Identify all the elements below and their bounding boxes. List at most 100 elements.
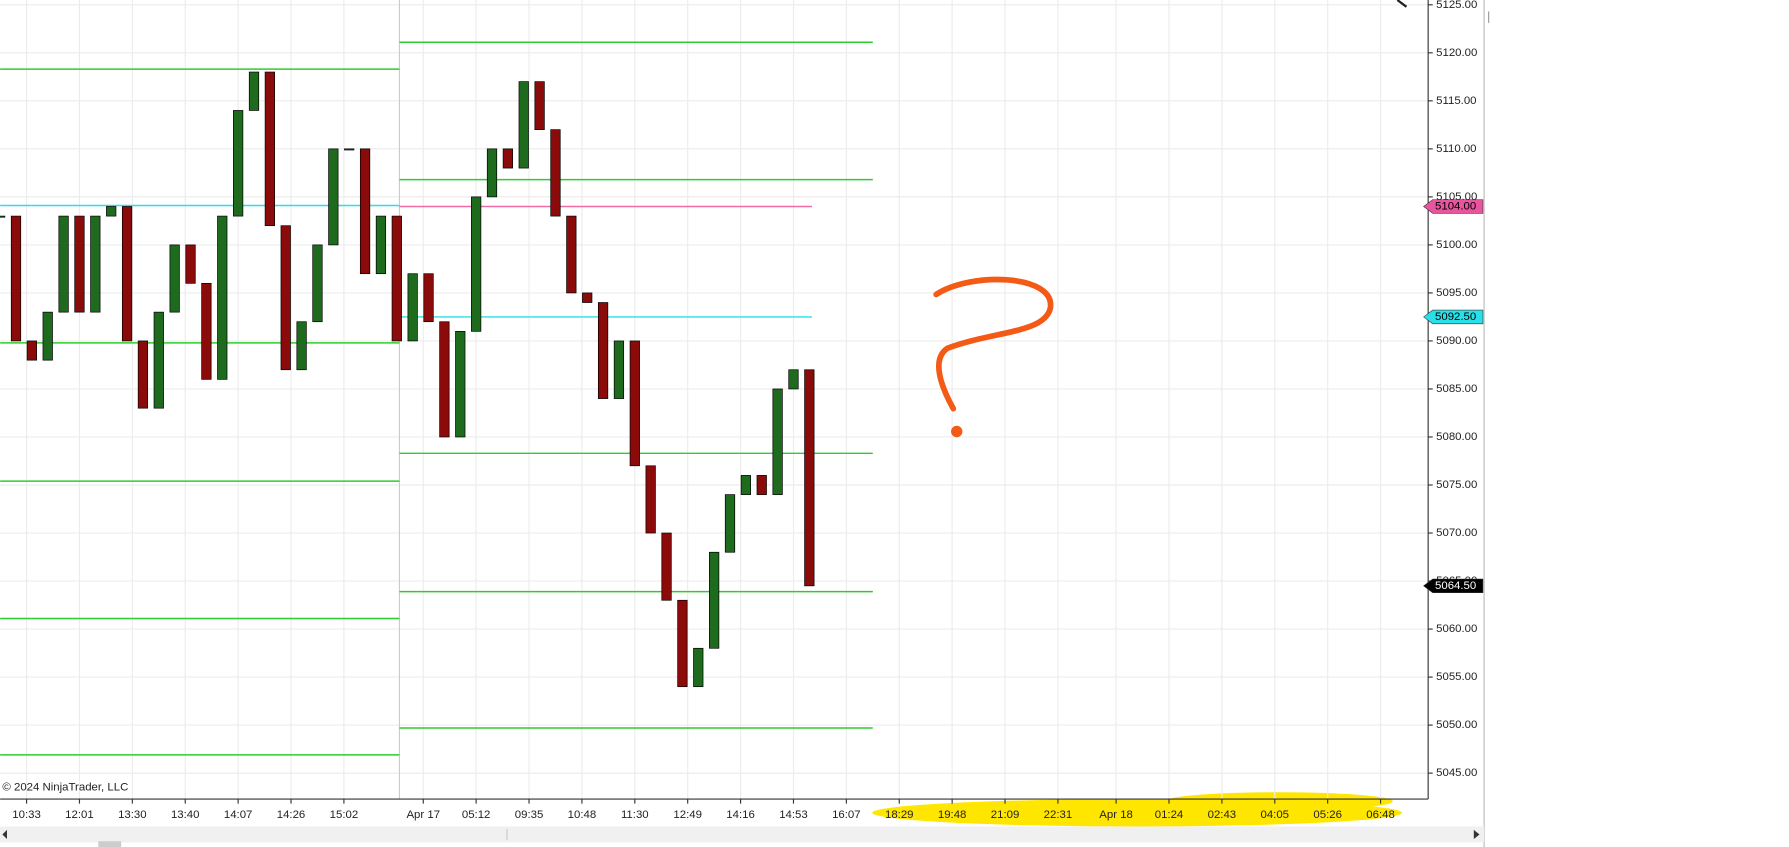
x-tick-label: 14:16 [726,809,755,821]
candle [677,599,688,688]
candle [121,206,133,342]
candle [423,273,434,323]
candle [709,551,720,649]
x-tick-label: 13:40 [171,809,200,821]
x-tick-label: 12:01 [65,809,94,821]
annotation-dot [951,425,963,438]
y-tick-label: 5060.00 [1436,623,1477,635]
candle [42,311,53,361]
x-tick-label: 22:31 [1044,809,1073,821]
candle [645,465,656,534]
y-tick-label: 5100.00 [1436,239,1477,251]
scroll-left[interactable] [2,829,7,840]
candle [185,244,196,284]
candle [201,282,212,380]
annotation-question [933,276,1054,412]
price-marker [1423,199,1484,214]
candle [90,215,101,313]
candle [471,196,482,332]
candle [0,215,6,218]
y-tick-label: 5110.00 [1436,143,1476,155]
candle [693,647,704,688]
candle [344,148,355,151]
y-tick-label: 5095.00 [1436,287,1477,299]
price-marker-label: 5064.50 [1435,580,1476,592]
y-tick-label: 5085.00 [1436,383,1477,395]
price-marker [1423,309,1484,325]
candle [613,340,625,399]
y-tick-label: 5050.00 [1436,719,1477,731]
candle [534,81,545,130]
x-tick-label: 13:30 [118,809,147,821]
candle [566,215,577,294]
axes: 5045.005050.005055.005060.005065.005070.… [12,0,1484,821]
x-tick-label: 06:48 [1366,809,1395,821]
copyright: © 2024 NinjaTrader, LLC [2,782,128,794]
candle [58,215,69,313]
x-tick-label: Apr 17 [406,809,440,821]
scroll-thumb[interactable] [98,841,122,847]
candle [10,215,22,342]
candle [74,215,85,313]
x-tick-label: 04:05 [1261,809,1290,821]
plot [0,41,873,756]
x-tick-label: 15:02 [330,809,359,821]
x-tick-label: 02:43 [1208,809,1237,821]
candle [804,369,815,587]
candle [137,340,149,409]
y-tick-label: 5070.00 [1436,527,1477,539]
candle [455,330,466,438]
price-marker [1423,578,1484,593]
x-tick-label: 05:12 [462,809,491,821]
candle [264,71,275,227]
x-tick-label: 11:30 [621,809,649,821]
candle [788,369,799,390]
candle [312,244,323,323]
y-tick-label: 5125.00 [1436,0,1477,11]
candle [26,340,37,361]
candle [661,532,672,601]
grid [0,0,1429,800]
x-tick-label: 01:24 [1155,809,1184,821]
y-tick-label: 5080.00 [1436,431,1477,443]
candle [375,215,387,275]
candle [502,148,513,169]
y-tick-label: 5105.00 [1436,191,1477,203]
candle [518,81,529,169]
x-tick-label: 21:09 [991,809,1020,821]
x-tick-label: 12:49 [673,809,702,821]
candle [328,148,339,246]
candle [296,321,307,371]
candle [359,148,371,275]
candle [629,340,640,467]
price-marker-label: 5092.50 [1435,311,1476,323]
y-tick-label: 5090.00 [1436,335,1477,347]
x-tick-label: 09:35 [515,809,544,821]
candle [248,71,260,111]
candle [169,244,180,313]
candle [486,148,498,198]
x-tick-label: 18:29 [885,809,914,821]
cursor [1396,0,1408,8]
x-tick-label: 14:26 [277,809,306,821]
y-tick-label: 5075.00 [1436,479,1477,491]
x-tick-label: 14:07 [224,809,253,821]
candle [217,215,228,380]
x-tick-label: 10:48 [568,809,597,821]
x-tick-label: 19:48 [938,809,967,821]
scroll-right[interactable] [1473,829,1480,840]
candle [756,475,767,495]
candle [439,321,450,438]
x-tick-label: 16:07 [832,809,861,821]
candle [597,302,609,399]
candle [407,273,418,342]
y-tick-label: 5120.00 [1436,47,1477,59]
candle [550,129,561,217]
highlight [1164,792,1393,811]
candle [106,206,117,217]
scrollbar[interactable] [0,826,1485,843]
candle [233,110,244,217]
x-tick-label: 10:33 [12,809,41,821]
